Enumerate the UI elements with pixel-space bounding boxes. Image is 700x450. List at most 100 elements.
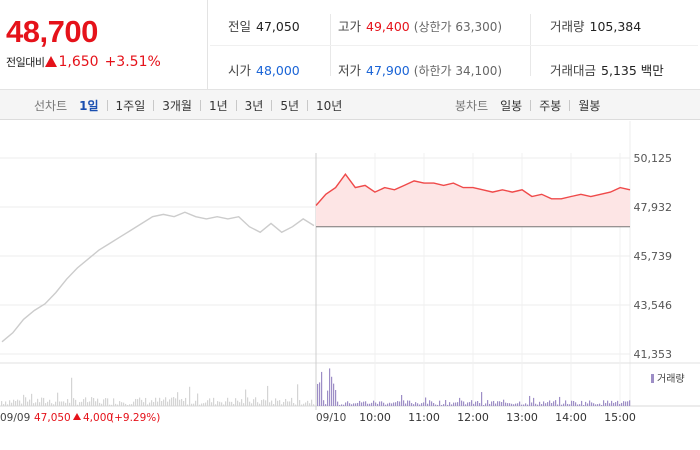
volume-bar bbox=[273, 404, 275, 406]
volume-bar bbox=[309, 403, 311, 406]
volume-bar bbox=[573, 400, 575, 406]
volume-bar bbox=[443, 404, 445, 406]
volume-bar bbox=[159, 397, 161, 406]
tab-3m[interactable]: 3개월 bbox=[162, 98, 192, 113]
change-label: 전일대비 bbox=[6, 56, 45, 69]
volume-bar bbox=[359, 400, 361, 406]
stat-open: 시가 48,000 bbox=[228, 60, 300, 79]
volume-bar bbox=[327, 390, 329, 406]
volume-bar bbox=[279, 400, 281, 406]
volume-bar bbox=[509, 403, 511, 406]
prev-day-pct: (+9.29%) bbox=[110, 412, 160, 424]
volume-bar bbox=[621, 402, 623, 406]
volume-bar bbox=[427, 403, 429, 406]
volume-bar bbox=[455, 402, 457, 406]
tab-1y[interactable]: 1년 bbox=[208, 98, 228, 113]
volume-bar bbox=[597, 404, 599, 406]
volume-bar bbox=[603, 400, 605, 406]
volume-bar bbox=[251, 403, 253, 406]
volume-bar bbox=[449, 402, 451, 406]
volume-bar bbox=[463, 401, 465, 406]
volume-bar bbox=[237, 400, 239, 406]
volume-bar bbox=[533, 397, 535, 406]
volume-bar bbox=[479, 403, 481, 406]
volume-bar bbox=[5, 401, 7, 406]
volume-bar bbox=[465, 404, 467, 406]
tab-daily[interactable]: 일봉 bbox=[500, 98, 523, 113]
tab-10y[interactable]: 10년 bbox=[316, 98, 343, 113]
volume-bar bbox=[599, 403, 601, 406]
divider bbox=[235, 99, 237, 111]
tab-5y[interactable]: 5년 bbox=[280, 98, 300, 113]
x-tick-label: 10:00 bbox=[359, 411, 391, 424]
volume-bar bbox=[175, 398, 177, 406]
volume-bar bbox=[163, 399, 165, 406]
volume-bar bbox=[369, 403, 371, 406]
volume-bar bbox=[391, 403, 393, 406]
line-chart-title: 선차트 bbox=[34, 98, 68, 113]
volume-bar bbox=[451, 404, 453, 406]
volume-bar bbox=[625, 401, 627, 406]
volume-bar bbox=[457, 402, 459, 406]
candle-chart-tabs: 봉차트 일봉 주봉 월봉 bbox=[455, 90, 603, 120]
volume-bar bbox=[555, 400, 557, 406]
volume-bar bbox=[277, 400, 279, 406]
volume-bar bbox=[89, 401, 91, 406]
volume-bar bbox=[401, 394, 403, 406]
volume-bar bbox=[117, 404, 119, 406]
volume-bar bbox=[535, 403, 537, 406]
volume-bar bbox=[417, 403, 419, 406]
volume-bar bbox=[545, 403, 547, 406]
volume-bar bbox=[215, 404, 217, 406]
volume-bar bbox=[77, 404, 79, 406]
volume-bar bbox=[421, 403, 423, 406]
change-value: 1,650 bbox=[58, 54, 99, 70]
volume-bar bbox=[485, 403, 487, 406]
today-line bbox=[315, 173, 631, 206]
volume-bar bbox=[563, 403, 565, 406]
volume-bar bbox=[339, 404, 341, 406]
volume-bar bbox=[255, 397, 257, 406]
volume-bar bbox=[51, 403, 53, 406]
volume-bar bbox=[439, 400, 441, 406]
volume-bar bbox=[57, 392, 59, 406]
tab-monthly[interactable]: 월봉 bbox=[578, 98, 601, 113]
volume-bar bbox=[543, 401, 545, 406]
volume-bar bbox=[209, 398, 211, 406]
volume-bar bbox=[291, 397, 293, 406]
volume-bar bbox=[529, 395, 531, 406]
volume-bar bbox=[275, 398, 277, 406]
tab-3y[interactable]: 3년 bbox=[244, 98, 264, 113]
volume-bar bbox=[221, 402, 223, 406]
volume-bar bbox=[131, 404, 133, 406]
divider bbox=[307, 99, 309, 111]
price-change: 전일대비 1,650 +3.51% bbox=[6, 54, 161, 70]
volume-bar bbox=[499, 401, 501, 406]
today-label: 09/10 bbox=[316, 412, 346, 424]
volume-bar bbox=[607, 400, 609, 406]
x-tick-label: 11:00 bbox=[408, 411, 440, 424]
volume-bar bbox=[203, 403, 205, 406]
tab-weekly[interactable]: 주봉 bbox=[539, 98, 562, 113]
volume-bar bbox=[581, 400, 583, 406]
volume-bar bbox=[211, 402, 213, 406]
price-lines bbox=[1, 173, 631, 343]
volume-bar bbox=[435, 404, 437, 406]
volume-bar bbox=[343, 404, 345, 406]
volume-bar bbox=[197, 393, 199, 406]
price-chart[interactable]: 50,125 47,932 45,739 43,546 41,353 거래량 09/09… bbox=[0, 121, 700, 450]
volume-bar bbox=[345, 402, 347, 406]
volume-bar bbox=[27, 401, 29, 406]
tab-1d[interactable]: 1일 bbox=[79, 98, 99, 113]
volume-bar bbox=[107, 398, 109, 406]
volume-bar bbox=[477, 401, 479, 406]
volume-bar bbox=[165, 397, 167, 406]
volume-bar bbox=[205, 402, 207, 406]
volume-bar bbox=[367, 403, 369, 406]
tab-1w[interactable]: 1주일 bbox=[115, 98, 146, 113]
volume-bar bbox=[295, 404, 297, 406]
volume-bar bbox=[523, 404, 525, 406]
volume-bar bbox=[419, 404, 421, 406]
volume-bar bbox=[217, 401, 219, 406]
volume-bar bbox=[61, 401, 63, 406]
